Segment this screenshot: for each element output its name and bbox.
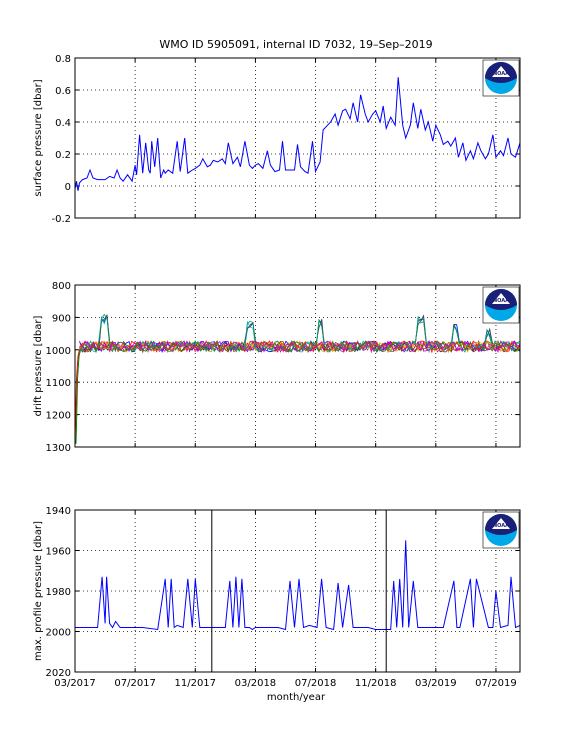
logo-text: NOAA [493, 523, 509, 529]
y-tick-label: 1980 [46, 587, 71, 598]
logo-bird [492, 518, 510, 529]
x-tick-label: 03/2017 [54, 678, 96, 689]
y-tick-label: 1300 [46, 443, 71, 454]
series-line [75, 540, 521, 631]
x-tick-label: 03/2019 [415, 678, 457, 689]
y-axis-label: surface pressure [dbar] [33, 79, 44, 196]
y-tick-label: 0.6 [55, 86, 71, 97]
y-tick-label: 1960 [46, 547, 71, 558]
panel-1: -0.2 0 0.2 0.4 0.6 0.8 surface pressure [dbar]… [33, 54, 521, 225]
noaa-logo: NOAA [482, 59, 520, 97]
y-tick-label: 800 [52, 281, 71, 292]
descent-line-red [75, 349, 80, 444]
drift-series-line [79, 340, 520, 353]
y-tick-label: 2000 [46, 628, 71, 639]
drift-series-group [75, 313, 520, 444]
y-tick-label: 0.8 [55, 54, 71, 65]
y-tick-label: 0 [65, 182, 71, 193]
x-tick-label: 03/2018 [235, 678, 277, 689]
noaa-logo: NOAA [482, 286, 520, 324]
y-tick-label: 900 [52, 313, 71, 324]
drift-series-line [79, 313, 520, 354]
y-tick-label: 1940 [46, 506, 71, 517]
noaa-logo: NOAA [482, 511, 520, 549]
y-tick-label: -0.2 [51, 214, 71, 225]
x-axis-label: month/year [267, 692, 326, 703]
y-tick-label: 1200 [46, 411, 71, 422]
axes-frame [74, 57, 521, 219]
x-tick-label: 11/2017 [174, 678, 216, 689]
descent-line-green [75, 349, 81, 444]
y-axis-label: drift pressure [dbar] [33, 316, 44, 417]
y-axis-label: max. profile pressure [dbar] [33, 521, 44, 661]
logo-bird [492, 293, 510, 304]
y-tick-label: 2020 [46, 668, 71, 679]
axes-frame [74, 284, 521, 448]
logo-text: NOAA [493, 71, 509, 77]
x-tick-label: 07/2019 [475, 678, 517, 689]
x-tick-label: 11/2018 [355, 678, 397, 689]
x-tick-label: 07/2017 [114, 678, 156, 689]
drift-series-line [79, 339, 520, 353]
logo-bird [492, 66, 510, 77]
y-tick-label: 0.2 [55, 150, 71, 161]
series-line [74, 77, 521, 191]
panels: -0.2 0 0.2 0.4 0.6 0.8 surface pressure [dbar]… [33, 54, 521, 689]
logo-text: NOAA [493, 298, 509, 304]
axes-frame [74, 509, 521, 673]
y-tick-label: 0.4 [55, 118, 71, 129]
y-tick-label: 1100 [46, 378, 71, 389]
chart-title: WMO ID 5905091, internal ID 7032, 19–Sep… [159, 38, 432, 51]
x-tick-label: 07/2018 [295, 678, 337, 689]
y-tick-label: 1000 [46, 346, 71, 357]
panel-2: 800 900 1000 1100 1200 1300 drift pressure [db… [33, 281, 521, 454]
